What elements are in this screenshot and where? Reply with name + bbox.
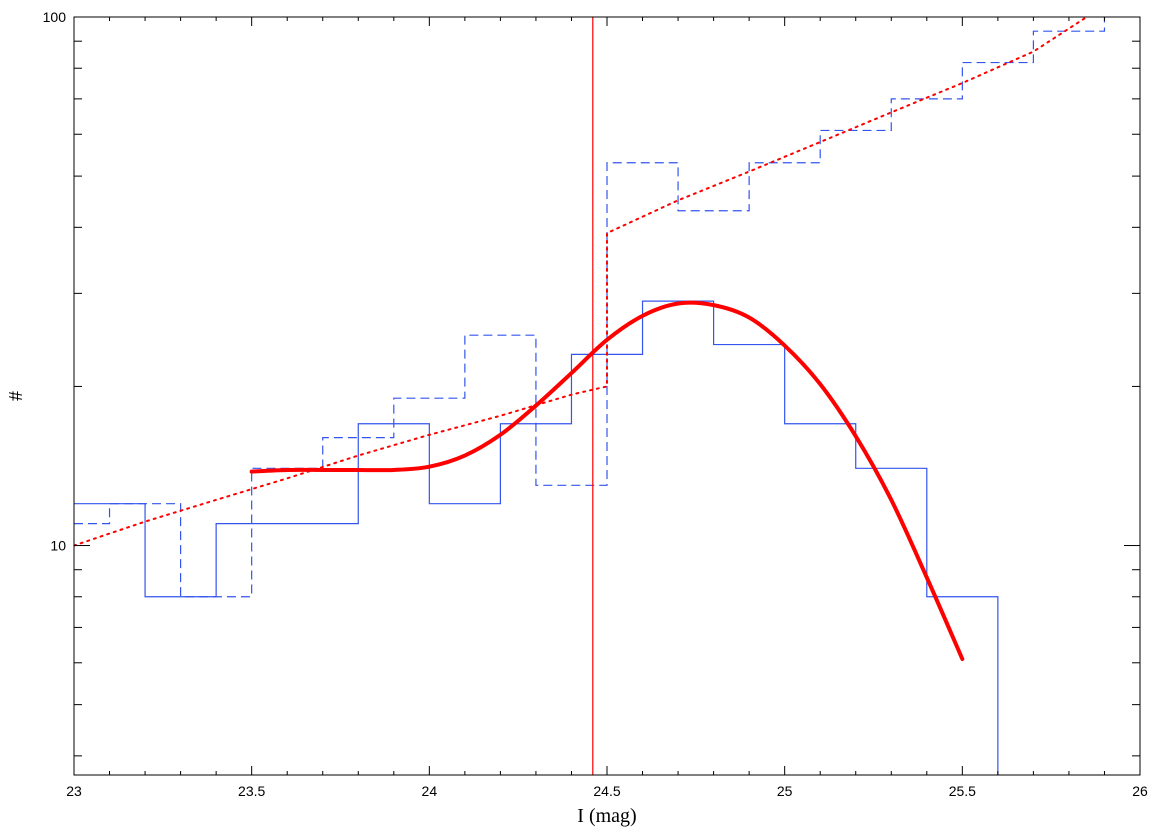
x-tick-label: 23.5 xyxy=(238,783,265,799)
x-tick-label: 24.5 xyxy=(593,783,620,799)
ticks-layer: 23 23.5 24 24.5 25 25.5 26 10 100 xyxy=(43,9,1148,799)
plot-area xyxy=(74,17,1106,775)
histogram-solid xyxy=(74,300,999,775)
series-layer xyxy=(74,17,1106,775)
x-tick-label: 25 xyxy=(777,783,793,799)
plot-background xyxy=(74,17,1140,775)
y-tick-label: 10 xyxy=(50,538,66,554)
power-law-line xyxy=(74,17,1088,547)
x-tick-label: 25.5 xyxy=(949,783,976,799)
x-tick-label: 23 xyxy=(66,783,82,799)
histogram-dashed xyxy=(74,17,1106,598)
x-axis-title: I (mag) xyxy=(577,805,636,827)
x-tick-label: 24 xyxy=(422,783,438,799)
fit-curve xyxy=(249,300,965,661)
y-tick-label: 100 xyxy=(43,9,67,25)
x-tick-label: 26 xyxy=(1132,783,1148,799)
y-axis-title: # xyxy=(5,391,27,401)
